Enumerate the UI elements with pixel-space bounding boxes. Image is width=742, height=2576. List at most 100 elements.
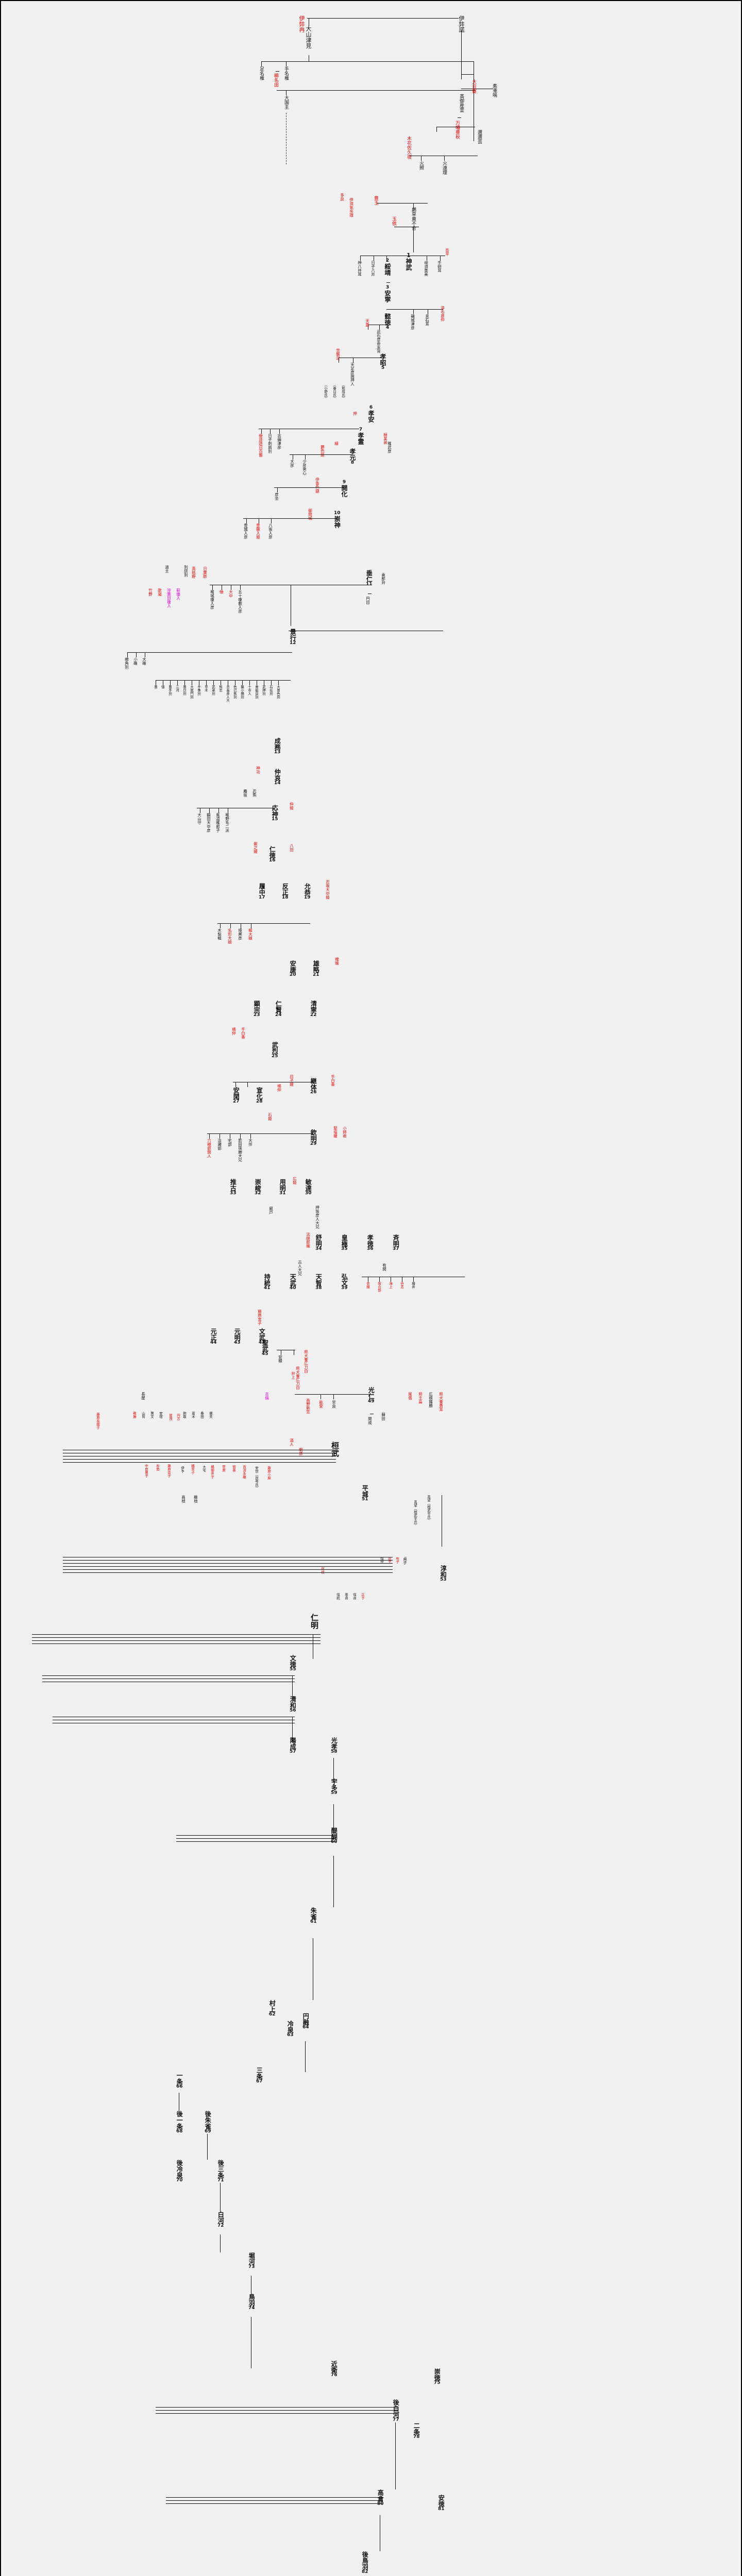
node-child: 泊瀬部 <box>217 1139 222 1150</box>
emperor-27-ankan: 安閑27 <box>232 1087 240 1104</box>
link <box>63 1462 336 1463</box>
node-child: 日子刺肩別 <box>267 434 273 453</box>
emperor-70-goreizei: 後冷泉70 <box>176 2160 183 2183</box>
emperor-name: 一条 <box>176 2072 183 2084</box>
emperor-number: 51 <box>362 1497 368 1502</box>
node-consort: 日葉酢 <box>203 567 208 579</box>
emperor-name: 安閑 <box>232 1087 240 1099</box>
node-consort: 藤原吉子 <box>166 1464 171 1478</box>
link <box>32 1634 321 1635</box>
node-child: 武押別 <box>261 685 266 696</box>
node-child: 軽大娘 <box>248 928 253 940</box>
node-consort: 榎井 <box>411 1282 415 1289</box>
emperor-number: 75 <box>434 2380 441 2385</box>
emperor-62-murakami: 村上62 <box>268 2000 276 2017</box>
emperor-number: 2 <box>385 258 390 263</box>
emperor-10-sujin: 10崇神 <box>333 511 341 529</box>
emperor-number: 39 <box>341 1285 348 1291</box>
node-consort: 百済永継 <box>242 1465 246 1479</box>
node-consort: 橘常子 <box>190 1464 195 1475</box>
node-child: 武弟別 <box>211 685 215 696</box>
emperor-name: 元明 <box>233 1328 241 1341</box>
emperor-number: 33 <box>230 1191 237 1196</box>
link <box>413 1277 414 1282</box>
emperor-number: 3 <box>385 285 390 290</box>
node-child: 大碓 <box>142 657 147 665</box>
link <box>333 1856 334 1907</box>
node-consort: 世襲足 <box>335 348 341 360</box>
emperor-name: 開化 <box>341 485 348 497</box>
emperor-number: 63 <box>287 2032 294 2038</box>
emperor-78-nijo: 二条78 <box>413 2422 420 2439</box>
emperor-name: 崇徳 <box>433 2368 441 2381</box>
node-child: 三河 <box>175 685 179 692</box>
node-child: 賀茂 <box>168 1414 173 1420</box>
emperor-number: 11 <box>366 582 373 587</box>
node-toyotama: 豊玉 <box>373 196 378 205</box>
node-child: 袁那弁 <box>381 573 386 585</box>
link <box>292 1675 293 1700</box>
emperor-number: 70 <box>176 2178 183 2183</box>
emperor-76-konoe: 近衛76 <box>330 2361 338 2378</box>
emperor-number: 76 <box>331 2372 338 2378</box>
node-consort: 朝原 <box>298 1448 303 1455</box>
node-consort: 中臣豊子 <box>144 1464 148 1478</box>
node-child: 教勝 <box>132 1412 137 1418</box>
link <box>290 454 351 455</box>
node-hoderi: 火照 <box>418 161 424 170</box>
emperor-number: 23 <box>254 1012 260 1018</box>
link <box>461 30 462 74</box>
link <box>213 680 214 685</box>
link <box>207 1133 313 1134</box>
emperor-name: 継体 <box>310 1078 317 1090</box>
link <box>377 203 428 204</box>
node-special: 吉備 <box>264 1392 269 1400</box>
emperor-49-konin: 光仁49 <box>367 1387 375 1404</box>
link <box>136 652 137 657</box>
node-child: 大我門別 <box>189 685 194 699</box>
link <box>461 74 474 75</box>
emperor-6-koan: 6孝安 <box>367 405 375 423</box>
link <box>249 680 250 685</box>
emperor-58-koko: 光孝58 <box>330 1737 338 1754</box>
link <box>246 518 247 523</box>
node-consort: 渟葉田瓊入 <box>166 588 172 608</box>
emperor-number: 30 <box>305 1191 312 1196</box>
emperor-number: 6 <box>369 405 373 410</box>
emperor-number: 36 <box>367 1246 374 1251</box>
link <box>176 1835 336 1836</box>
node-child: 豊 <box>153 685 158 689</box>
node-consort: 忍坂大中姫 <box>325 880 330 900</box>
emperor-71-gosanjo: 後三条71 <box>217 2160 224 2183</box>
node-consort: 藤原小屎 <box>266 1466 271 1480</box>
node-child: 稚武彦 <box>387 442 392 453</box>
node-consort: 薊瓊入 <box>176 588 181 600</box>
emperor-name: 景行 <box>289 629 297 641</box>
emperor-name: 仲哀 <box>274 769 281 781</box>
node-child: 基貞 <box>344 1593 348 1600</box>
emperor-name: 文武 <box>258 1328 266 1341</box>
emperor-number: 55 <box>290 1667 296 1672</box>
node-child: 穴穂部間人 <box>207 1139 212 1158</box>
link <box>379 325 380 330</box>
link <box>458 117 461 118</box>
emperor-name: 後朱雀 <box>204 2111 212 2129</box>
node-child: 箭田珠勝大兄 <box>238 1139 243 1162</box>
emperor-number: 43 <box>234 1340 241 1345</box>
emperor-number: 59 <box>331 1790 338 1795</box>
node-child: 吉備津彦 <box>277 434 282 449</box>
link <box>305 2041 306 2072</box>
link <box>176 1838 336 1839</box>
emperor-name: 安寧 <box>384 290 391 302</box>
emperor-name: 推古 <box>229 1179 237 1191</box>
link <box>63 1566 393 1567</box>
link <box>217 923 310 924</box>
node-child: 貞子 <box>402 1557 408 1565</box>
node-consort: 壱志 <box>399 1282 404 1289</box>
emperor-number: 38 <box>315 1285 322 1291</box>
emperor-name: 応神 <box>271 805 279 817</box>
emperor-name: 安康 <box>289 960 297 973</box>
node-consort: 衣縫 <box>365 1282 370 1289</box>
node-consort: 藤原宮子 <box>257 1310 262 1325</box>
link <box>307 18 459 19</box>
